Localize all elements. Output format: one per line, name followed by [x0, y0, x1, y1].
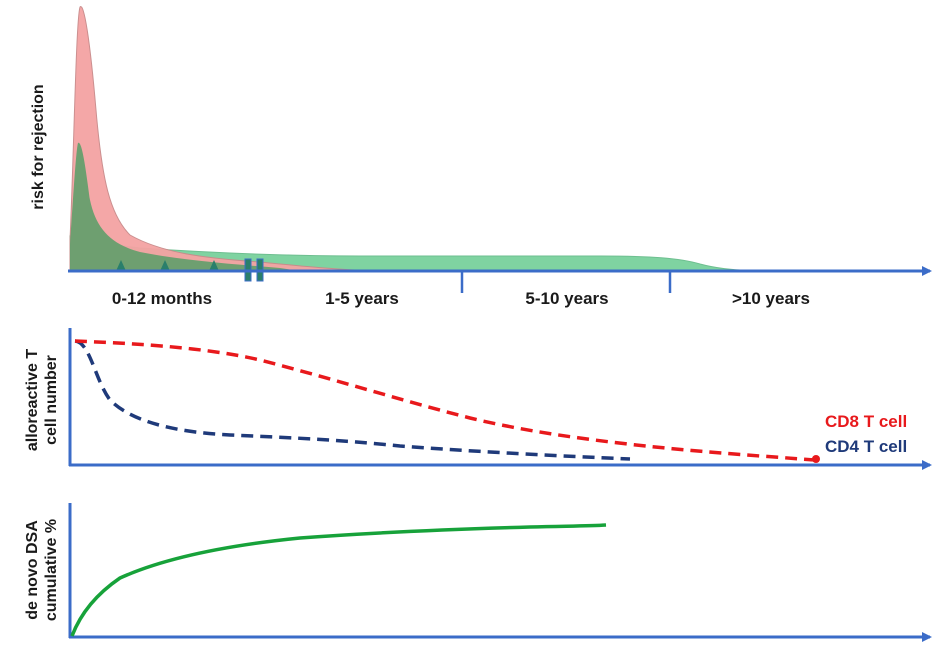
marker-triangle — [160, 260, 170, 271]
acute-risk-area — [69, 6, 381, 272]
tcell-y-label-line1: alloreactive T — [24, 349, 41, 452]
dsa-y-label-line2: cumulative % — [43, 519, 60, 621]
cd8-end-dot — [812, 455, 820, 463]
tcell-y-label-line2: cell number — [43, 355, 60, 445]
tcell-panel: CD8 T cell CD4 T cell alloreactive T cel… — [24, 328, 932, 470]
cd8-curve — [74, 339, 821, 462]
time-label-5-10-years: 5-10 years — [525, 289, 608, 308]
marker-triangle — [116, 260, 126, 271]
marker-triangle — [209, 260, 219, 271]
legend-cd4: CD4 T cell — [825, 437, 907, 456]
risk-panel: 0-12 months 1-5 years 5-10 years >10 yea… — [30, 6, 932, 308]
legend-cd8: CD8 T cell — [825, 412, 907, 431]
cd4-curve — [74, 339, 631, 461]
time-label-0-12-months: 0-12 months — [112, 289, 212, 308]
dsa-y-label-line1: de novo DSA — [24, 520, 41, 620]
overlap-risk-area — [70, 142, 300, 271]
time-label-1-5-years: 1-5 years — [325, 289, 399, 308]
risk-y-label: risk for rejection — [30, 84, 47, 209]
dsa-panel: de novo DSA cumulative % — [24, 503, 932, 642]
time-label-over-10-years: >10 years — [732, 289, 810, 308]
dsa-curve — [70, 523, 607, 637]
